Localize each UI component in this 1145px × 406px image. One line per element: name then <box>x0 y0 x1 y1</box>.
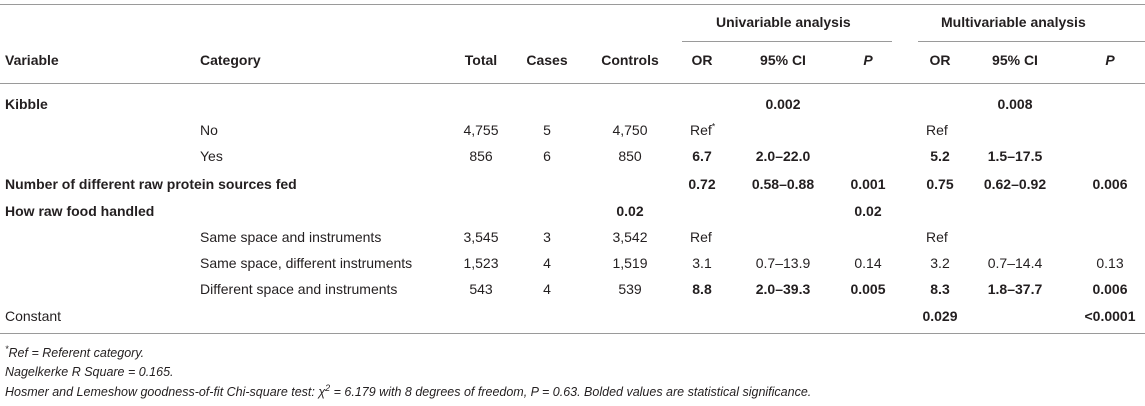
col-or-uni: OR <box>691 52 713 68</box>
row-p-multi: <0.0001 <box>1084 308 1136 324</box>
row-or-multi: 3.2 <box>930 255 950 271</box>
row-ci-multi: 1.5–17.5 <box>987 148 1043 164</box>
row-ci-uni: 2.0–39.3 <box>755 281 811 297</box>
row-controls: 0.02 <box>616 203 644 219</box>
row-cases: 4 <box>543 255 551 271</box>
col-ci-multi: 95% CI <box>992 52 1038 68</box>
row-p-uni: 0.005 <box>850 281 886 297</box>
row-cases: 6 <box>543 148 551 164</box>
row-ci-multi: 0.62–0.92 <box>983 176 1047 192</box>
row-ci-uni: 0.58–0.88 <box>751 176 815 192</box>
row-or-multi: 0.75 <box>926 176 954 192</box>
row-category: Same space, different instruments <box>200 255 413 271</box>
univariable-group-header: Univariable analysis <box>716 14 851 30</box>
row-p-multi: 0.13 <box>1096 255 1124 271</box>
col-ci-uni: 95% CI <box>760 52 806 68</box>
bottom-rule <box>0 333 1145 334</box>
row-ci-uni: 0.002 <box>765 96 801 112</box>
row-p-multi: 0.006 <box>1092 281 1128 297</box>
row-variable: Constant <box>5 308 62 324</box>
row-p-uni: 0.001 <box>850 176 886 192</box>
row-or-multi: Ref <box>926 229 948 245</box>
col-p-uni: P <box>863 52 873 68</box>
footnote-hosmer: Hosmer and Lemeshow goodness-of-fit Chi-… <box>5 382 812 400</box>
row-total: 856 <box>469 148 493 164</box>
row-controls: 4,750 <box>612 122 648 138</box>
header-rule <box>0 83 1145 84</box>
row-or-multi: 5.2 <box>930 148 950 164</box>
row-ci-multi: 1.8–37.7 <box>987 281 1043 297</box>
univariable-group-rule <box>682 41 892 42</box>
row-category: Yes <box>200 148 223 164</box>
footnote-hosmer-pre: Hosmer and Lemeshow goodness-of-fit Chi-… <box>5 385 326 399</box>
row-controls: 3,542 <box>612 229 648 245</box>
ref-asterisk: * <box>711 121 716 132</box>
multivariable-group-rule <box>918 41 1145 42</box>
footnote-nagelkerke: Nagelkerke R Square = 0.165. <box>5 365 174 379</box>
row-ci-uni: 2.0–22.0 <box>755 148 811 164</box>
row-or-multi: 8.3 <box>930 281 950 297</box>
row-variable: Number of different raw protein sources … <box>5 176 297 192</box>
row-category: Same space and instruments <box>200 229 382 245</box>
row-cases: 5 <box>543 122 551 138</box>
row-ci-multi: 0.008 <box>997 96 1033 112</box>
row-ci-uni: 0.7–13.9 <box>755 255 811 271</box>
row-cases: 4 <box>543 281 551 297</box>
row-or-uni: 3.1 <box>692 255 712 271</box>
row-p-uni: 0.02 <box>854 203 882 219</box>
footnote-hosmer-post: = 6.179 with 8 degrees of freedom, P = 0… <box>330 385 812 399</box>
footnote-ref-text: Ref = Referent category. <box>8 346 145 360</box>
row-or-uni: 8.8 <box>692 281 712 297</box>
row-p-multi: 0.006 <box>1092 176 1128 192</box>
top-rule <box>0 4 1145 5</box>
row-or-uni: 6.7 <box>692 148 712 164</box>
footnote-hosmer-sup: 2 <box>325 382 331 393</box>
row-or-uni: Ref* <box>690 121 715 139</box>
row-category: Different space and instruments <box>200 281 398 297</box>
col-variable: Variable <box>5 52 59 68</box>
row-or-uni: Ref <box>690 229 712 245</box>
row-controls: 850 <box>618 148 642 164</box>
row-cases: 3 <box>543 229 551 245</box>
row-controls: 1,519 <box>612 255 648 271</box>
row-variable: Kibble <box>5 96 48 112</box>
row-controls: 539 <box>618 281 642 297</box>
col-total: Total <box>464 52 498 68</box>
col-p-multi: P <box>1105 52 1115 68</box>
row-total: 4,755 <box>463 122 499 138</box>
row-category: No <box>200 122 218 138</box>
col-or-multi: OR <box>929 52 951 68</box>
footnote-ref: *Ref = Referent category. <box>5 343 145 361</box>
row-or-multi: Ref <box>926 122 948 138</box>
row-or-uni: 0.72 <box>688 176 716 192</box>
row-total: 3,545 <box>463 229 499 245</box>
row-p-uni: 0.14 <box>854 255 882 271</box>
ref-label: Ref <box>690 122 712 138</box>
col-controls: Controls <box>601 52 659 68</box>
row-total: 543 <box>469 281 493 297</box>
row-ci-multi: 0.7–14.4 <box>987 255 1043 271</box>
row-variable: How raw food handled <box>5 203 155 219</box>
footnote-ref-mark: * <box>5 343 9 354</box>
row-or-multi: 0.029 <box>922 308 958 324</box>
multivariable-group-header: Multivariable analysis <box>941 14 1086 30</box>
col-category: Category <box>200 52 261 68</box>
row-total: 1,523 <box>463 255 499 271</box>
col-cases: Cases <box>526 52 568 68</box>
